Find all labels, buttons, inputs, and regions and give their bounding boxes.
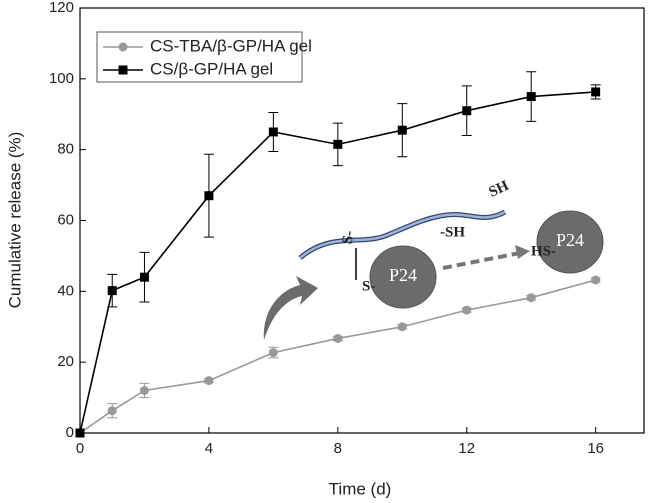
series-line (79, 91, 596, 434)
y-tick-label: 80 (57, 141, 74, 158)
curved-arrow (263, 276, 318, 340)
marker (268, 127, 278, 137)
marker (107, 286, 117, 296)
marker (268, 348, 278, 358)
marker (139, 386, 149, 395)
marker (139, 272, 149, 282)
x-tick-label: 0 (76, 440, 84, 457)
polymer-chain-highlight (299, 210, 506, 259)
annotation: P24 (389, 265, 417, 285)
x-axis-label: Time (d) (329, 479, 392, 498)
protein (536, 210, 604, 274)
y-tick-label: 40 (57, 282, 74, 299)
y-tick-label: 60 (57, 211, 74, 228)
marker (591, 87, 601, 97)
marker (107, 406, 117, 416)
marker (591, 275, 601, 285)
arrow-head (515, 245, 530, 259)
y-tick-label: 100 (49, 70, 74, 87)
marker (462, 106, 472, 116)
inset-diagram (263, 209, 604, 340)
legend-marker (118, 42, 128, 52)
marker (462, 305, 472, 315)
legend-marker (118, 65, 128, 75)
series-line (79, 279, 596, 434)
marker (526, 293, 536, 303)
protein (369, 245, 437, 309)
arrow (442, 251, 521, 270)
legend-box (96, 31, 303, 83)
x-tick-label: 8 (334, 440, 342, 457)
x-tick-label: 4 (205, 440, 213, 457)
marker (204, 191, 214, 201)
marker (397, 125, 407, 135)
annotation: HS- (531, 243, 556, 259)
y-axis-label: Cumulative release (%) (5, 132, 24, 309)
legend-label: CS/β-GP/HA gel (150, 59, 273, 78)
annotation: S- (340, 229, 358, 245)
annotation: S- (362, 278, 375, 294)
marker (333, 139, 343, 149)
y-tick-label: 20 (57, 353, 74, 370)
legend-label: CS-TBA/β-GP/HA gel (150, 36, 312, 55)
annotation: SH (486, 178, 511, 201)
y-tick-label: 120 (49, 0, 74, 16)
y-tick-label: 0 (66, 424, 74, 441)
annotation: -SH (440, 224, 465, 240)
marker (526, 92, 536, 102)
marker (204, 376, 214, 386)
x-tick-label: 16 (587, 440, 604, 457)
marker (75, 428, 85, 438)
marker (397, 322, 407, 332)
annotation: P24 (556, 230, 584, 250)
marker (333, 333, 343, 343)
x-tick-label: 12 (458, 440, 475, 457)
